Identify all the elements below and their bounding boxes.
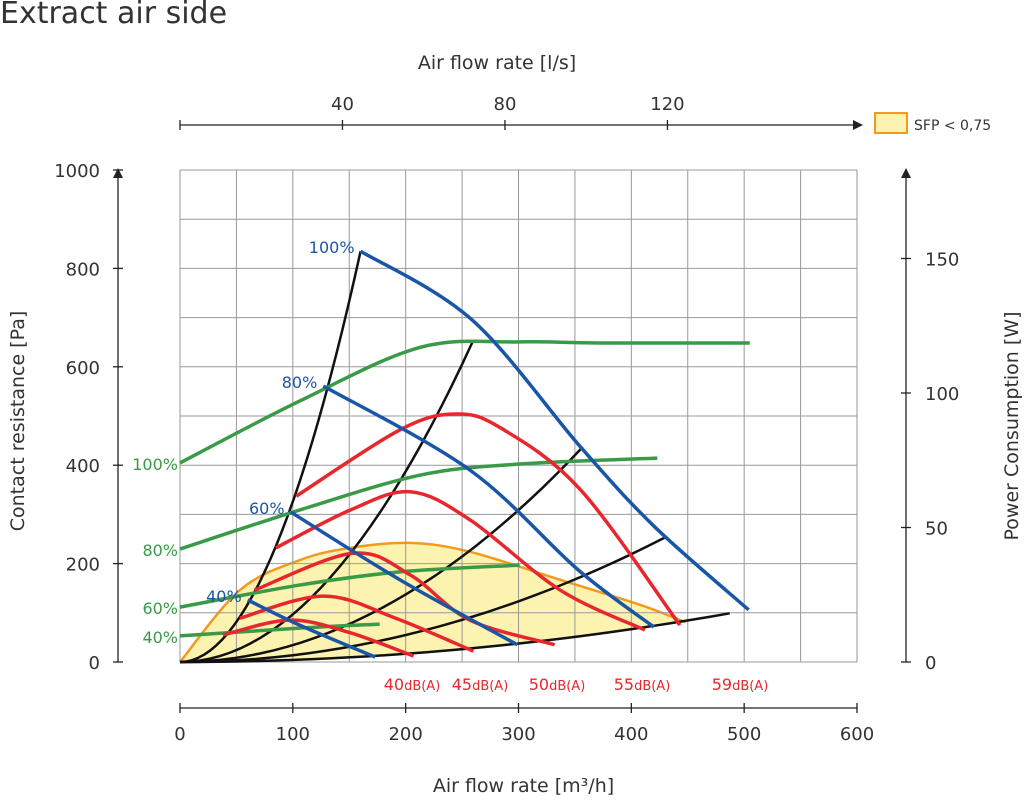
x-tick-label: 0 bbox=[174, 724, 185, 745]
power-curve-label: 80% bbox=[142, 541, 178, 560]
sound-curve-label: 40dB(A) bbox=[384, 675, 441, 694]
x2-tick-label: 80 bbox=[494, 94, 517, 115]
y-tick-label: 800 bbox=[66, 259, 100, 280]
fan-curve bbox=[246, 598, 376, 659]
system-curve bbox=[179, 446, 584, 664]
y-tick-label: 600 bbox=[66, 358, 100, 379]
sound-curve-label: 55dB(A) bbox=[614, 675, 671, 694]
x-tick-label: 300 bbox=[501, 724, 535, 745]
x-tick-label: 500 bbox=[727, 724, 761, 745]
fan-curve bbox=[289, 510, 519, 647]
x2-tick-label: 120 bbox=[650, 94, 684, 115]
x2-axis-title: Air flow rate [l/s] bbox=[418, 52, 576, 74]
sound-curve bbox=[253, 551, 556, 647]
y-axis-arrow-icon bbox=[113, 168, 123, 178]
power-curve-label: 100% bbox=[132, 455, 178, 474]
system-curve bbox=[179, 251, 362, 664]
power-curve bbox=[179, 456, 658, 551]
y2-tick-label: 0 bbox=[925, 653, 936, 674]
x2-axis-arrow-icon bbox=[853, 120, 863, 130]
y2-tick-label: 150 bbox=[925, 250, 959, 271]
chart-title: Extract air side bbox=[0, 0, 228, 31]
power-curve bbox=[179, 563, 520, 609]
power-curve bbox=[179, 339, 750, 465]
x-axis-title: Air flow rate [m³/h] bbox=[433, 775, 614, 797]
sound-curve bbox=[275, 489, 646, 632]
y2-axis-title: Power Consumption [W] bbox=[1001, 312, 1023, 541]
sound-curve-label: 45dB(A) bbox=[452, 675, 509, 694]
sfp-boundary-line bbox=[179, 541, 686, 663]
sfp-region bbox=[180, 542, 686, 662]
power-curve-label: 40% bbox=[142, 628, 178, 647]
fan-curve-label: 40% bbox=[206, 587, 242, 606]
y2-tick-label: 50 bbox=[925, 519, 948, 540]
power-curve bbox=[179, 622, 380, 638]
x-tick-label: 100 bbox=[276, 724, 310, 745]
y-axis-title: Contact resistance [Pa] bbox=[7, 311, 29, 532]
fan-curve-label: 100% bbox=[309, 238, 355, 257]
fan-curve-label: 80% bbox=[282, 373, 318, 392]
y2-axis-arrow-icon bbox=[901, 168, 911, 178]
x-tick-label: 600 bbox=[840, 724, 874, 745]
y2-tick-label: 100 bbox=[925, 384, 959, 405]
fan-curve-label: 60% bbox=[249, 499, 285, 518]
legend-swatch bbox=[874, 112, 908, 134]
fan-curve bbox=[359, 249, 750, 612]
legend-label: SFP < 0,75 bbox=[914, 118, 991, 134]
sound-curve bbox=[295, 412, 682, 627]
y-tick-label: 1000 bbox=[54, 161, 100, 182]
fan-curve bbox=[322, 384, 655, 629]
y-tick-label: 200 bbox=[66, 555, 100, 576]
x-tick-label: 200 bbox=[388, 724, 422, 745]
power-curve-label: 60% bbox=[142, 599, 178, 618]
sound-curve-label: 59dB(A) bbox=[712, 675, 769, 694]
sound-curve bbox=[222, 618, 415, 658]
x2-tick-label: 40 bbox=[331, 94, 354, 115]
y-tick-label: 400 bbox=[66, 456, 100, 477]
x-tick-label: 400 bbox=[614, 724, 648, 745]
y-tick-label: 0 bbox=[89, 653, 100, 674]
sound-curve-label: 50dB(A) bbox=[529, 675, 586, 694]
sound-curve bbox=[239, 594, 475, 653]
